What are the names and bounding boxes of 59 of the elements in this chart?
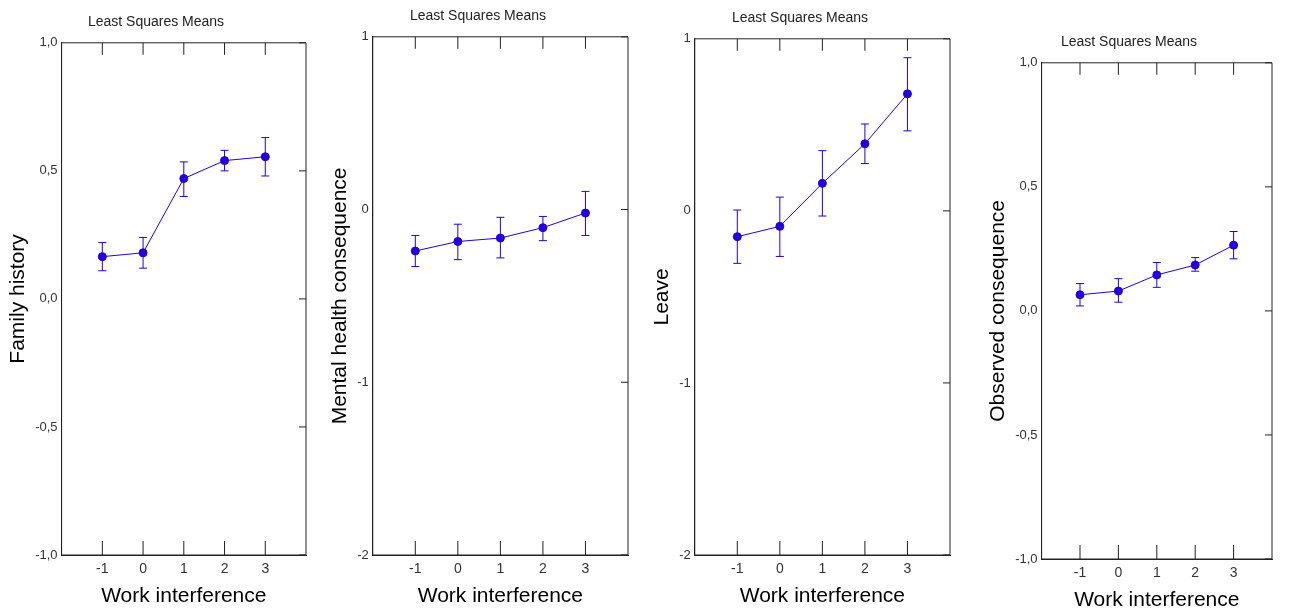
x-tick-label: 1 xyxy=(818,560,827,577)
x-tick-label: -1 xyxy=(1073,564,1087,581)
point xyxy=(1229,240,1239,250)
y-tick-label: -2 xyxy=(679,546,691,562)
chart-title: Least Squares Means xyxy=(1060,33,1198,50)
y-tick-label: 1 xyxy=(683,30,691,46)
y-tick-label: 0,5 xyxy=(39,162,58,178)
x-tick-label: 2 xyxy=(220,560,229,577)
x-tick-label: 0 xyxy=(453,560,462,577)
point xyxy=(1152,270,1162,280)
x-tick-label: 1 xyxy=(496,560,505,577)
y-tick-label: 0,5 xyxy=(1019,178,1038,194)
y-axis-title: Leave xyxy=(649,268,673,326)
x-tick-label: 0 xyxy=(775,560,784,577)
y-tick-label: 0 xyxy=(361,201,369,217)
y-axis-title: Family history xyxy=(5,233,29,364)
x-tick-label: 3 xyxy=(1229,564,1238,581)
x-tick-label: 3 xyxy=(581,560,590,577)
x-tick-label: -1 xyxy=(731,560,744,577)
x-axis-title: Work interference xyxy=(739,583,906,607)
x-tick-label: 2 xyxy=(1191,564,1200,581)
x-tick-label: -1 xyxy=(409,560,422,577)
y-tick-label: 1 xyxy=(361,28,369,44)
x-tick-label: 0 xyxy=(139,560,148,577)
y-tick-label: -1,0 xyxy=(1015,550,1038,566)
y-tick-label: 0 xyxy=(683,202,691,218)
chart-title: Least Squares Means xyxy=(87,13,225,30)
y-tick-label: 0,0 xyxy=(39,290,58,306)
x-tick-label: 3 xyxy=(903,560,912,577)
x-tick-label: 3 xyxy=(261,560,270,577)
x-axis-title: Work interference xyxy=(101,583,267,607)
chart-title: Least Squares Means xyxy=(409,7,547,24)
y-tick-label: -1 xyxy=(679,374,691,390)
y-tick-label: -0,5 xyxy=(1015,426,1038,442)
y-tick-label: 1,0 xyxy=(1019,54,1038,70)
x-axis-title: Work interference xyxy=(417,583,584,607)
y-tick-label: 0,0 xyxy=(1019,302,1038,318)
point xyxy=(97,252,107,262)
chart-title: Least Squares Means xyxy=(731,9,869,26)
point xyxy=(410,246,420,256)
x-tick-label: 0 xyxy=(1114,564,1123,581)
y-tick-label: 1,0 xyxy=(39,34,58,50)
point xyxy=(220,156,230,166)
point xyxy=(260,152,270,162)
y-axis-title: Observed consequence xyxy=(985,199,1009,422)
point xyxy=(775,221,785,231)
x-tick-label: 1 xyxy=(179,560,188,577)
x-tick-label: 2 xyxy=(861,560,870,577)
y-tick-label: -2 xyxy=(357,546,369,562)
y-tick-label: -0,5 xyxy=(35,418,58,434)
y-axis-title: Mental health consequence xyxy=(327,167,351,425)
point xyxy=(732,232,742,242)
point xyxy=(817,178,827,188)
x-axis-title: Work interference xyxy=(1074,587,1240,611)
x-tick-label: -1 xyxy=(96,560,109,577)
x-tick-label: 1 xyxy=(1152,564,1161,581)
y-tick-label: -1 xyxy=(357,373,369,389)
x-tick-label: 2 xyxy=(539,560,548,577)
y-tick-label: -1,0 xyxy=(35,546,58,562)
